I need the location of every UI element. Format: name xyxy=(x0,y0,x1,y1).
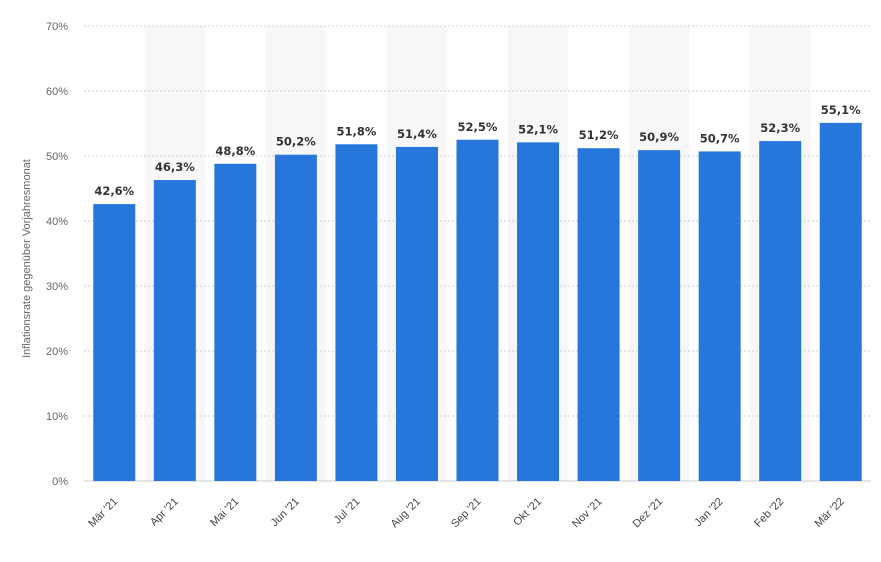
bar xyxy=(638,150,681,481)
x-tick-label: Mai '21 xyxy=(208,496,241,529)
y-tick-label: 60% xyxy=(46,86,68,98)
x-tick-label: Mär '22 xyxy=(813,496,847,530)
bar xyxy=(274,154,317,481)
x-tick-label: Nov '21 xyxy=(570,496,605,531)
bar xyxy=(214,163,257,482)
x-tick-label: Mär '21 xyxy=(86,496,120,530)
data-labels: 42,6% 46,3% 48,8% 50,2% 51,8% 51,4% 52,5% 52,1%… xyxy=(94,103,861,198)
y-tick-label: 70% xyxy=(46,21,68,33)
x-tick-label: Feb '22 xyxy=(752,496,786,530)
data-label: 50,7% xyxy=(700,131,740,145)
y-tick-label: 0% xyxy=(52,476,68,488)
y-tick-label: 10% xyxy=(46,411,68,423)
x-tick-label: Dez '21 xyxy=(631,496,666,531)
data-label: 51,2% xyxy=(579,128,619,142)
bar xyxy=(335,144,378,482)
data-label: 46,3% xyxy=(155,160,195,174)
x-tick-label: Jul '21 xyxy=(332,496,363,527)
bars xyxy=(93,122,862,482)
y-axis-label: Inflationsrate gegenüber Vorjahresmonat xyxy=(21,159,33,358)
data-label: 52,3% xyxy=(760,121,800,135)
data-label: 50,2% xyxy=(276,135,316,149)
x-tick-label: Jan '22 xyxy=(692,496,725,529)
bar xyxy=(517,142,560,481)
x-tick-label: Sep '21 xyxy=(449,496,484,531)
bar xyxy=(577,148,620,481)
x-axis-ticks: Mär '21 Apr '21 Mai '21 Jun '21 Jul '21 Aug '… xyxy=(86,496,847,531)
bar xyxy=(698,151,741,481)
bar xyxy=(456,139,499,481)
data-label: 52,5% xyxy=(458,120,498,134)
data-label: 52,1% xyxy=(518,122,558,136)
bar xyxy=(153,180,196,482)
y-tick-label: 30% xyxy=(46,281,68,293)
data-label: 51,8% xyxy=(336,124,376,138)
y-tick-label: 40% xyxy=(46,216,68,228)
data-label: 51,4% xyxy=(397,127,437,141)
x-tick-label: Aug '21 xyxy=(388,496,423,531)
x-tick-label: Apr '21 xyxy=(148,496,181,529)
y-tick-label: 50% xyxy=(46,151,68,163)
bar xyxy=(395,146,438,481)
bar xyxy=(819,122,862,481)
data-label: 55,1% xyxy=(821,103,861,117)
x-tick-label: Jun '21 xyxy=(269,496,302,529)
data-label: 50,9% xyxy=(639,130,679,144)
x-tick-label: Okt '21 xyxy=(511,496,544,529)
data-label: 48,8% xyxy=(215,144,255,158)
bar xyxy=(759,141,802,482)
data-label: 42,6% xyxy=(94,184,134,198)
y-axis-ticks: 0% 10% 20% 30% 40% 50% 60% 70% xyxy=(46,21,68,488)
bar xyxy=(93,204,136,481)
y-tick-label: 20% xyxy=(46,346,68,358)
